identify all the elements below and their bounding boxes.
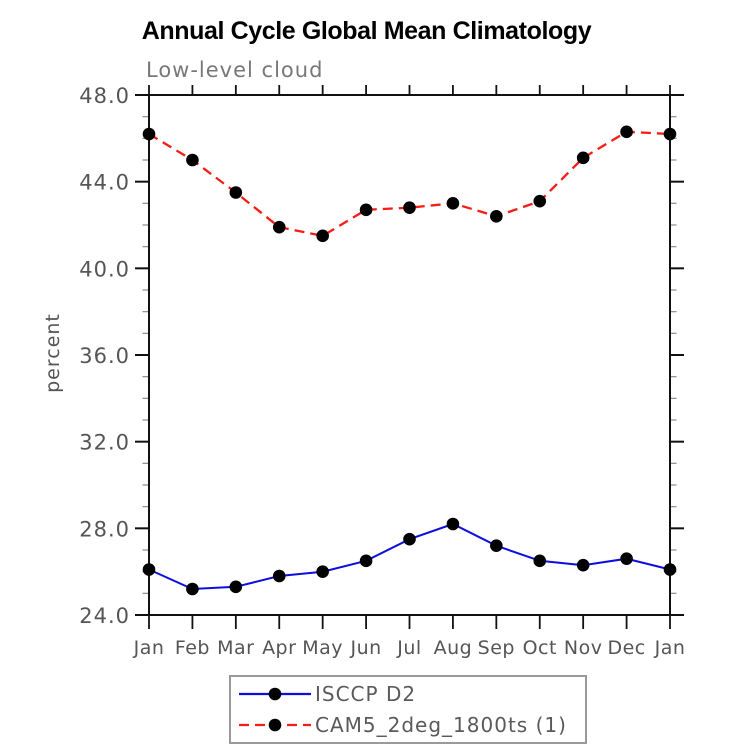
data-point-isccp-d2 [142,563,156,576]
data-point-cam5 [663,127,677,141]
legend-item: CAM5_2deg_1800ts (1) [237,712,585,738]
data-point-isccp-d2 [186,582,199,596]
y-tick-label: 28.0 [79,517,130,541]
legend-marker-dot [268,718,282,731]
data-point-cam5 [316,229,329,243]
data-point-isccp-d2 [359,554,373,568]
data-point-cam5 [186,153,199,167]
x-tick-label: Mar [217,637,254,659]
legend-marker-dot [268,688,282,701]
data-point-isccp-d2 [490,539,503,552]
x-tick-label: Dec [607,637,645,659]
data-point-cam5 [490,210,503,223]
legend-item: ISCCP D2 [237,681,585,707]
x-tick-label: Jan [654,637,686,659]
data-point-cam5 [229,186,243,199]
data-point-cam5 [533,194,547,208]
x-tick-label: Feb [175,637,210,659]
y-tick-label: 44.0 [79,171,130,195]
y-tick-label: 48.0 [79,84,130,108]
data-point-cam5 [272,220,286,234]
y-tick-label: 24.0 [79,604,130,628]
data-point-isccp-d2 [272,569,286,583]
data-point-cam5 [446,197,460,210]
legend-line-sample-isccp [239,688,311,701]
x-tick-label: Aug [434,637,473,659]
y-axis-title: percent [42,313,64,393]
legend-box: ISCCP D2 CAM5_2deg_1800ts (1) [229,675,587,744]
x-tick-label: May [302,637,343,659]
data-point-cam5 [576,151,590,165]
data-point-isccp-d2 [316,565,329,578]
x-tick-label: Jul [396,637,421,659]
series-line-cam5 [148,130,671,238]
legend-label: CAM5_2deg_1800ts (1) [315,712,567,737]
y-tick-label: 40.0 [79,257,130,281]
chart-subtitle: Low-level cloud [146,58,324,82]
data-point-isccp-d2 [403,532,416,546]
data-point-isccp-d2 [533,554,547,568]
chart-title: Annual Cycle Global Mean Climatology [141,17,592,45]
legend-line-sample-cam5 [239,718,311,731]
plot-frame [148,94,671,616]
data-point-cam5 [403,201,416,214]
data-point-cam5 [359,203,373,217]
x-tick-label: Jan [133,637,165,659]
data-point-cam5 [142,127,156,141]
y-tick-label: 32.0 [79,431,130,455]
data-point-isccp-d2 [576,558,590,572]
data-point-isccp-d2 [620,552,633,565]
x-tick-label: Oct [523,637,557,659]
data-point-isccp-d2 [229,580,243,594]
x-tick-label: Apr [262,637,296,659]
y-tick-label: 36.0 [79,344,130,368]
x-tick-label: Sep [478,637,515,659]
x-tick-label: Nov [564,637,603,659]
x-tick-label: Jun [349,637,381,659]
data-point-isccp-d2 [663,563,677,576]
legend-label: ISCCP D2 [315,682,417,707]
data-point-isccp-d2 [446,517,460,531]
data-point-cam5 [620,125,633,139]
